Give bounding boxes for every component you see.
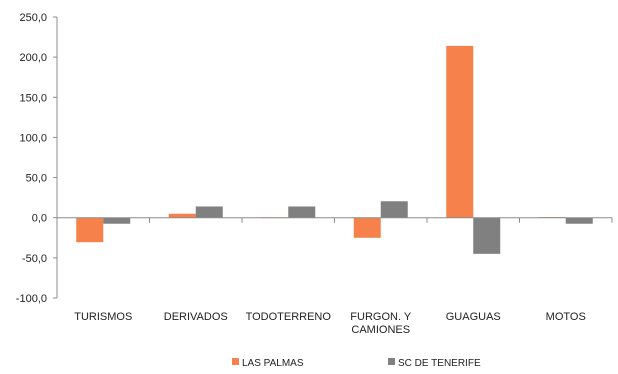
x-category-label: MOTOS	[546, 311, 586, 323]
legend-label: LAS PALMAS	[242, 358, 304, 369]
x-category-label: DERIVADOS	[164, 311, 228, 323]
bar-las-palmas-1	[168, 213, 196, 218]
bars	[76, 45, 593, 254]
bar-sc-de-tenerife-3	[380, 201, 408, 218]
x-category-label: TODOTERRENO	[246, 311, 332, 323]
x-axis: TURISMOS DERIVADOS TODOTERRENO FURGON. Y CAM…	[56, 217, 613, 336]
y-tick-label: 100,0	[19, 132, 47, 144]
x-category-label: GUAGUAS	[446, 311, 501, 323]
bar-las-palmas-0	[76, 217, 104, 243]
bar-sc-de-tenerife-1	[195, 206, 223, 218]
bar-sc-de-tenerife-2	[288, 206, 316, 218]
y-tick-label: 150,0	[19, 92, 47, 104]
legend-swatch	[232, 358, 239, 365]
bar-sc-de-tenerife-5	[565, 217, 593, 224]
y-tick-label: -50,0	[22, 253, 47, 265]
y-tick-label: 250,0	[19, 12, 47, 24]
x-category-label: TURISMOS	[74, 311, 132, 323]
bar-sc-de-tenerife-0	[103, 217, 131, 224]
legend-label: SC DE TENERIFE	[398, 358, 481, 369]
y-tick-label: 0,0	[32, 213, 47, 225]
legend-swatch	[388, 358, 395, 365]
x-category-label: FURGON. Y CAMIONES	[350, 311, 412, 336]
legend: LAS PALMAS SC DE TENERIFE	[232, 358, 481, 369]
bar-las-palmas-3	[353, 217, 381, 238]
y-tick-label: 50,0	[26, 173, 47, 185]
bar-sc-de-tenerife-4	[473, 217, 501, 254]
y-tick-label: 200,0	[19, 52, 47, 64]
y-tick-label: -100,0	[16, 293, 47, 305]
y-axis: -100,0 -50,0 0,0 50,0 100,0 150,0 200,0 250,0	[16, 12, 58, 305]
bar-las-palmas-4	[446, 45, 474, 218]
